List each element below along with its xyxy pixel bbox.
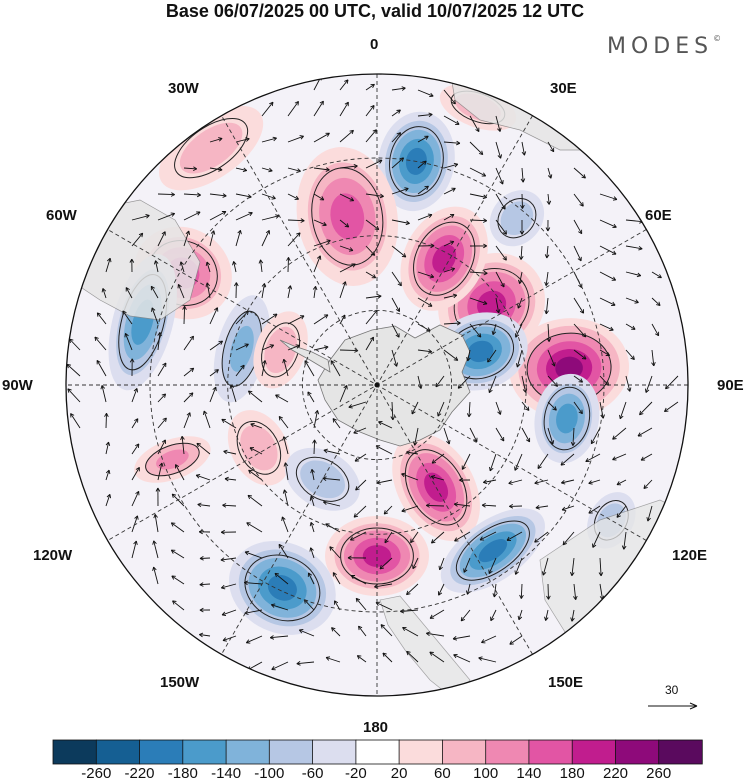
label-lon-90e: 90E — [717, 377, 744, 394]
colorbar-tick-label: -60 — [301, 765, 324, 782]
anomaly-contour — [478, 539, 508, 563]
label-lon-150w: 150W — [160, 674, 200, 691]
brand-text: MODES — [607, 34, 714, 59]
anomaly-contour — [264, 326, 297, 374]
colorbar-swatch — [52, 739, 97, 765]
anomaly-contour — [432, 244, 457, 273]
colorbar-tick-label: 220 — [602, 765, 629, 782]
colorbar-tick-label: 140 — [516, 765, 542, 782]
height-contour-line — [455, 520, 530, 581]
label-lon-90w: 90W — [2, 377, 33, 394]
colorbar-swatch — [615, 739, 660, 765]
label-lon-150e: 150E — [548, 674, 584, 691]
colorbar-swatch — [571, 739, 617, 765]
anomaly-contour — [555, 356, 583, 380]
map-title: Base 06/07/2025 00 UTC, valid 10/07/2025… — [165, 1, 585, 21]
colorbar-swatch — [268, 739, 314, 765]
anomaly-contour — [330, 193, 365, 240]
label-lon-180: 180 — [363, 719, 389, 736]
anomaly-contour — [362, 545, 392, 567]
reference-vector-value: 30 — [665, 683, 679, 697]
label-lon-120w: 120W — [33, 547, 73, 564]
colorbar-tick-label: -140 — [211, 765, 242, 782]
label-lon-60w: 60W — [46, 207, 77, 224]
height-contour-line — [311, 167, 384, 266]
colorbar-tick-label: 60 — [434, 765, 451, 782]
anomaly-contour — [240, 425, 278, 471]
colorbar-swatch — [485, 739, 530, 765]
colorbar-tick-label: 260 — [646, 765, 672, 782]
anomaly-contour — [556, 403, 578, 434]
colorbar-swatch — [355, 739, 400, 765]
height-contour-line — [340, 527, 414, 585]
colorbar-swatch — [95, 739, 141, 765]
label-lon-30e: 30E — [550, 80, 577, 97]
south-pole-marker — [374, 382, 380, 388]
anomaly-contour — [467, 340, 494, 363]
colorbar-swatch — [398, 739, 444, 765]
colorbar-tick-label: 100 — [473, 765, 499, 782]
height-contour-line — [261, 322, 301, 378]
label-lon-30w: 30W — [168, 80, 199, 97]
colorbar-tick-label: -180 — [167, 765, 198, 782]
colorbar-swatch — [658, 739, 703, 765]
colorbar — [52, 739, 703, 765]
height-contour-line — [145, 442, 200, 477]
label-lon-120e: 120E — [672, 547, 708, 564]
colorbar-tick-label: 20 — [390, 765, 408, 782]
brand-logo: MODES© — [607, 34, 721, 59]
colorbar-swatch — [139, 739, 184, 765]
anomaly-contour — [179, 122, 243, 174]
anomaly-contour — [267, 575, 297, 601]
label-lon-60e: 60E — [645, 207, 672, 224]
antarctica-land — [317, 324, 471, 447]
colorbar-swatch — [441, 739, 487, 765]
colorbar-tick-label: -20 — [345, 765, 367, 782]
colorbar-swatch — [312, 739, 357, 765]
height-contour-line — [543, 386, 591, 451]
height-contour-line — [389, 126, 444, 197]
map-boundary — [65, 73, 689, 697]
colorbar-swatch — [182, 739, 227, 765]
anomaly-contour — [229, 325, 254, 372]
brand-mark: © — [713, 34, 722, 43]
colorbar-tick-label: -100 — [254, 765, 285, 782]
colorbar-swatch — [225, 739, 271, 765]
colorbar-tick-label: -220 — [124, 765, 155, 782]
reference-vector-head — [689, 702, 698, 710]
anomaly-contour — [500, 201, 534, 236]
height-contour-line — [174, 117, 249, 179]
label-lon-0: 0 — [370, 36, 379, 53]
colorbar-swatch — [528, 739, 573, 765]
height-contour-line — [236, 420, 282, 475]
wind-vectors — [66, 76, 679, 671]
colorbar-tick-label: 180 — [559, 765, 585, 782]
colorbar-tick-label: -260 — [81, 765, 112, 782]
